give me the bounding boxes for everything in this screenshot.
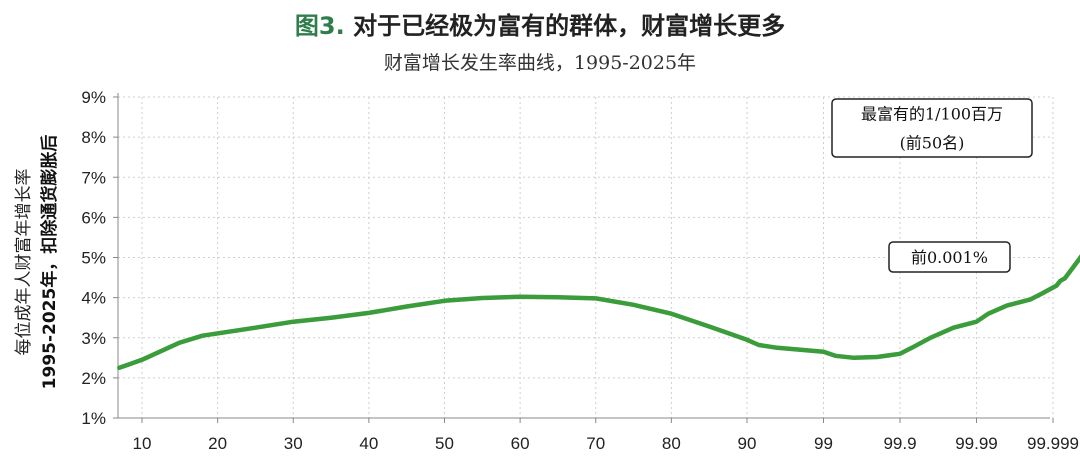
x-tick-label: 20 [208, 434, 227, 453]
annotations: 最富有的1/100百万 (前50名) 前0.001% [831, 98, 1033, 273]
x-tick-labels: 10 20 30 40 50 60 70 80 90 99 99.9 99.99 99.999 [133, 434, 1079, 453]
chart-title: 图3. 对于已经极为富有的群体，财富增长更多 [0, 6, 1080, 41]
x-tick-label: 70 [586, 434, 605, 453]
title-text: 对于已经极为富有的群体，财富增长更多 [353, 12, 786, 40]
annotation-text: (前50名) [900, 134, 965, 153]
y-tick-label: 1% [81, 409, 106, 428]
axes [113, 93, 1054, 423]
y-tick-label: 8% [81, 128, 106, 147]
y-tick-label: 4% [81, 289, 106, 308]
x-tick-label: 60 [511, 434, 530, 453]
x-tick-label: 99.9 [883, 434, 916, 453]
y-tick-label: 5% [81, 249, 106, 268]
y-tick-label: 7% [81, 168, 106, 187]
y-tick-label: 3% [81, 329, 106, 348]
y-tick-labels: 1% 2% 3% 4% 5% 6% 7% 8% 9% [81, 88, 106, 428]
figure-label: 图3. [294, 12, 345, 40]
x-tick-label: 10 [133, 434, 152, 453]
x-tick-label: 80 [662, 434, 681, 453]
x-tick-label: 50 [435, 434, 454, 453]
x-tick-label: 90 [738, 434, 757, 453]
y-tick-label: 6% [81, 208, 106, 227]
series-layer [117, 254, 1080, 371]
x-tick-label: 99 [814, 434, 833, 453]
x-tick-label: 30 [284, 434, 303, 453]
annotation-frame [888, 241, 1011, 273]
y-axis-label-line1: 每位成年人财富年增长率 [14, 169, 34, 356]
annotation-text: 前0.001% [911, 248, 988, 267]
growth-curve-line [117, 254, 1080, 371]
annotation-frame [831, 98, 1033, 158]
x-tick-label: 99.99 [955, 434, 998, 453]
y-tick-label: 2% [81, 369, 106, 388]
x-tick-label: 99.999 [1027, 434, 1079, 453]
annotation-box: 前0.001% [888, 241, 1011, 273]
x-tick-label: 40 [359, 434, 378, 453]
y-axis-label-line2: 1995-2025年，扣除通货膨胀后 [39, 135, 60, 390]
y-tick-label: 9% [81, 88, 106, 107]
annotation-box: 最富有的1/100百万 (前50名) [831, 98, 1033, 158]
chart-subtitle: 财富增长发生率曲线，1995-2025年 [383, 52, 697, 74]
annotation-text: 最富有的1/100百万 [861, 105, 1003, 124]
